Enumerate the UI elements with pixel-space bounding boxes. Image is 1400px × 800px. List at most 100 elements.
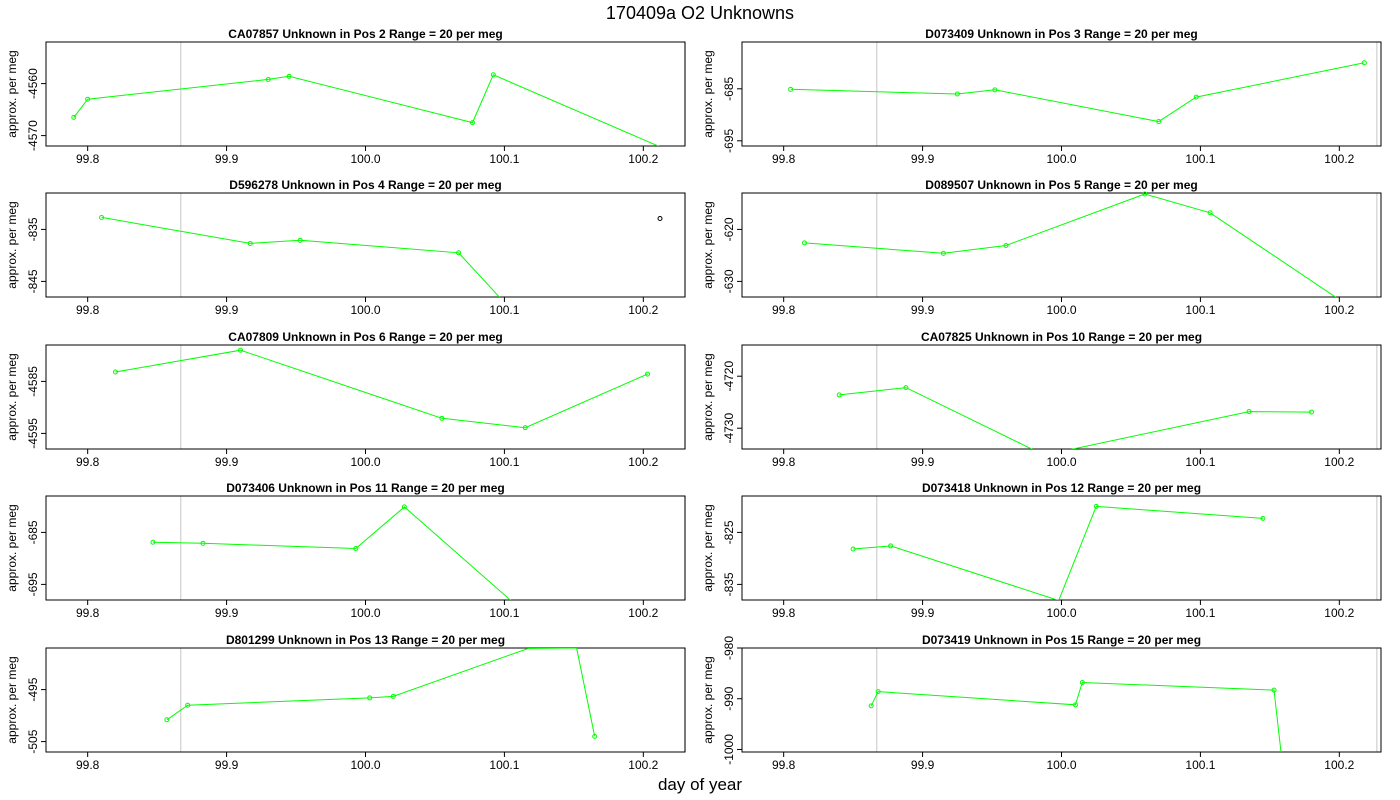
y-axis-label: approx. per meg [5,353,19,440]
panel-title: D073409 Unknown in Pos 3 Range = 20 per … [925,27,1197,41]
y-axis-label: approx. per meg [701,353,715,440]
plot-frame [741,647,1382,753]
data-point [1142,191,1148,197]
panel-9: D801299 Unknown in Pos 13 Range = 20 per… [5,633,686,772]
x-tick-label: 99.9 [911,758,935,772]
data-point [940,250,946,256]
panel-title: D073406 Unknown in Pos 11 Range = 20 per… [226,481,504,495]
data-point [1003,243,1009,249]
data-point [164,717,170,723]
x-tick-label: 100.0 [350,303,380,317]
x-tick-label: 99.8 [772,152,796,166]
x-tick-label: 100.0 [350,455,380,469]
x-tick-label: 100.2 [1324,606,1354,620]
panel-1: CA07857 Unknown in Pos 2 Range = 20 per … [5,27,686,166]
x-tick-label: 99.9 [911,303,935,317]
y-tick-label: -980 [722,636,736,660]
data-point [439,415,445,421]
series-line [152,506,512,600]
x-tick-label: 99.8 [76,303,100,317]
data-point [85,96,91,102]
data-point [592,733,598,739]
x-tick-label: 99.8 [76,606,100,620]
data-point [1093,503,1099,509]
series-line [804,193,1337,297]
data-point [490,72,496,78]
x-tick-label: 100.2 [628,758,658,772]
x-tick-label: 100.2 [628,152,658,166]
data-point [868,703,874,709]
x-tick-label: 100.2 [1324,758,1354,772]
data-point [200,540,206,546]
x-tick-label: 100.1 [1185,606,1215,620]
y-tick-label: -990 [722,686,736,710]
data-point [71,114,77,120]
x-tick-label: 99.8 [76,152,100,166]
y-axis-label: approx. per meg [701,201,715,288]
x-tick-label: 100.0 [350,606,380,620]
plot-frame [45,647,686,753]
data-point [875,689,881,695]
x-tick-label: 99.9 [215,303,239,317]
data-point [286,73,292,79]
x-tick-label: 100.0 [1046,303,1076,317]
series-line [853,505,1263,600]
plot-frame [741,344,1382,450]
y-axis-label: approx. per meg [701,50,715,137]
data-point [1361,60,1367,66]
data-point [112,369,118,375]
panel-5: CA07809 Unknown in Pos 6 Range = 20 per … [5,330,686,469]
x-tick-label: 100.2 [628,455,658,469]
x-tick-label: 100.2 [628,606,658,620]
data-point [992,87,998,93]
x-tick-label: 100.2 [1324,303,1354,317]
x-tick-label: 99.8 [76,758,100,772]
x-axis-label: day of year [657,775,743,794]
x-tick-label: 100.1 [489,152,519,166]
y-tick-label: -685 [26,520,40,544]
y-tick-label: -495 [26,677,40,701]
x-tick-label: 99.9 [215,152,239,166]
series-line [790,62,1365,123]
data-point [297,237,303,243]
panel-title: CA07809 Unknown in Pos 6 Range = 20 per … [228,330,502,344]
series-line [839,387,1312,449]
y-tick-label: -4570 [26,120,40,151]
plot-frame [45,495,686,601]
data-point [150,539,156,545]
y-tick-label: -685 [722,76,736,100]
series-line [115,349,648,429]
page-title: 170409a O2 Unknowns [605,3,795,23]
y-tick-label: -845 [26,269,40,293]
x-tick-label: 100.1 [489,758,519,772]
data-point [353,546,359,552]
panel-title: D596278 Unknown in Pos 4 Range = 20 per … [229,178,501,192]
panel-title: D073418 Unknown in Pos 12 Range = 20 per… [922,481,1201,495]
series-line [166,648,596,737]
y-tick-label: -505 [26,729,40,753]
panel-8: D073418 Unknown in Pos 12 Range = 20 per… [701,481,1382,620]
y-tick-label: -695 [722,128,736,152]
y-tick-label: -4560 [26,68,40,99]
x-tick-label: 100.0 [1046,152,1076,166]
x-tick-label: 99.8 [772,455,796,469]
panel-7: D073406 Unknown in Pos 11 Range = 20 per… [5,481,686,620]
y-tick-label: -630 [722,269,736,293]
data-point [1156,119,1162,125]
series-line [870,681,1282,752]
data-point [1072,702,1078,708]
panel-6: CA07825 Unknown in Pos 10 Range = 20 per… [701,330,1382,469]
x-tick-label: 99.9 [215,455,239,469]
x-tick-label: 100.0 [1046,758,1076,772]
data-point [1246,409,1252,415]
x-tick-label: 100.0 [1046,606,1076,620]
plot-frame [45,344,686,450]
x-tick-label: 99.9 [215,758,239,772]
data-point [456,250,462,256]
data-point [1260,515,1266,521]
data-point [788,86,794,92]
data-point [657,215,663,221]
plot-frame [741,41,1382,147]
panel-3: D596278 Unknown in Pos 4 Range = 20 per … [5,178,686,317]
